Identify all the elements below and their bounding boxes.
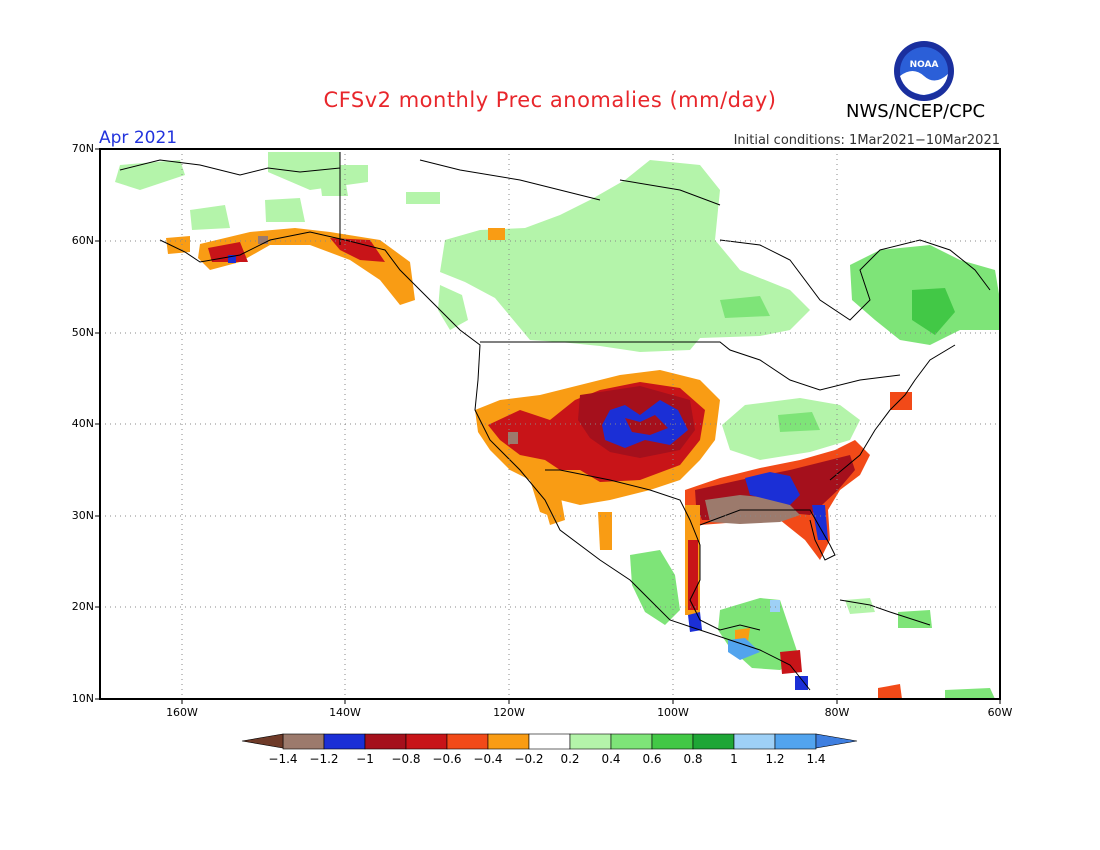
color-bar-box xyxy=(774,733,817,750)
color-bar-box xyxy=(692,733,735,750)
forecast-month: Apr 2021 xyxy=(99,128,178,148)
color-bar-box xyxy=(364,733,407,750)
initial-conditions: Initial conditions: 1Mar2021−10Mar2021 xyxy=(733,133,1000,148)
color-bar-box xyxy=(528,733,571,750)
color-bar-label: −0.6 xyxy=(432,752,462,766)
chart-title: CFSv2 monthly Prec anomalies (mm/day) xyxy=(323,88,777,112)
lat-tick-10n: 10N xyxy=(71,692,94,705)
color-bar-label: −0.8 xyxy=(391,752,421,766)
color-bar-label: −1 xyxy=(356,752,374,766)
noaa-logo-icon: NOAA xyxy=(894,41,954,101)
color-bar-box xyxy=(733,733,776,750)
color-bar-label: 0.4 xyxy=(601,752,621,766)
gridlines xyxy=(100,149,1000,699)
color-bar-high-arrow xyxy=(815,733,858,749)
color-bar-label: −1.2 xyxy=(309,752,339,766)
wet-strong xyxy=(688,600,808,690)
lon-tick-60w: 60W xyxy=(987,706,1013,719)
color-bar-label: 1.2 xyxy=(765,752,785,766)
lon-tick-80w: 80W xyxy=(824,706,850,719)
color-bar-label: 0.6 xyxy=(642,752,662,766)
lat-tick-50n: 50N xyxy=(71,326,94,339)
color-bar-label: −0.4 xyxy=(473,752,503,766)
lon-tick-100w: 100W xyxy=(657,706,689,719)
color-bar-box xyxy=(487,733,530,750)
lon-tick-120w: 120W xyxy=(493,706,525,719)
lat-tick-30n: 30N xyxy=(71,509,94,522)
color-bar-box xyxy=(282,733,325,750)
color-bar-box xyxy=(569,733,612,750)
org-label: NWS/NCEP/CPC xyxy=(846,101,986,122)
lon-tick-140w: 140W xyxy=(329,706,361,719)
color-bar-box xyxy=(405,733,448,750)
color-bar-label: 1.4 xyxy=(806,752,826,766)
color-bar-low-arrow xyxy=(241,733,284,749)
color-bar-label: 0.2 xyxy=(560,752,580,766)
wet-anomalies xyxy=(115,152,1000,699)
lat-tick-40n: 40N xyxy=(71,417,94,430)
lat-tick-70n: 70N xyxy=(71,142,94,155)
svg-text:NOAA: NOAA xyxy=(910,60,939,70)
coastlines xyxy=(119,152,991,691)
lat-tick-20n: 20N xyxy=(71,600,94,613)
color-bar-box xyxy=(446,733,489,750)
color-bar-label: −0.2 xyxy=(514,752,544,766)
color-bar-box xyxy=(610,733,653,750)
lon-tick-160w: 160W xyxy=(166,706,198,719)
color-bar-box xyxy=(651,733,694,750)
color-bar-label: 1 xyxy=(730,752,738,766)
color-bar-label: 0.8 xyxy=(683,752,703,766)
lat-tick-60n: 60N xyxy=(71,234,94,247)
color-bar-boxes xyxy=(282,733,817,750)
tick-marks xyxy=(95,148,1001,704)
color-bar-label: −1.4 xyxy=(268,752,298,766)
color-bar-box xyxy=(323,733,366,750)
